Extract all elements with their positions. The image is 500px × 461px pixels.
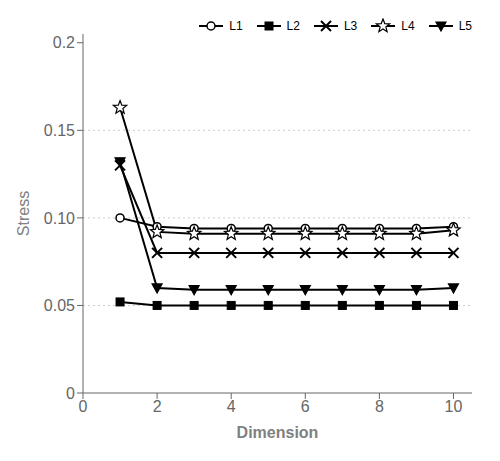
svg-text:0.05: 0.05 — [44, 297, 75, 314]
svg-text:6: 6 — [301, 398, 310, 415]
svg-text:2: 2 — [153, 398, 162, 415]
html-text:L1: L1 — [229, 19, 243, 33]
svg-text:Dimension: Dimension — [237, 424, 319, 441]
html-text:L3: L3 — [343, 19, 358, 33]
svg-text:0.10: 0.10 — [44, 210, 75, 227]
svg-text:0: 0 — [79, 398, 88, 415]
svg-text:0.2: 0.2 — [53, 34, 75, 51]
svg-text:10: 10 — [445, 398, 463, 415]
html-text:L2: L2 — [286, 19, 300, 33]
svg-text:8: 8 — [375, 398, 384, 415]
svg-text:0: 0 — [66, 385, 75, 402]
svg-text:Stress: Stress — [15, 191, 32, 236]
svg-text:0.15: 0.15 — [44, 122, 75, 139]
html-text:L4: L4 — [401, 19, 415, 33]
svg-text:4: 4 — [227, 398, 236, 415]
html-text:L5: L5 — [458, 19, 472, 33]
